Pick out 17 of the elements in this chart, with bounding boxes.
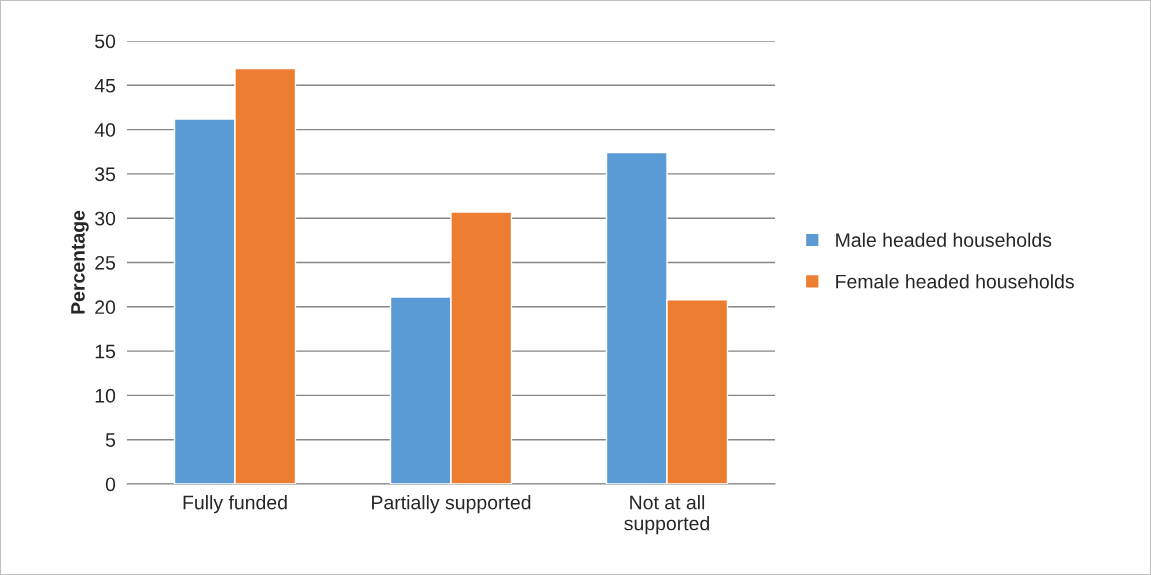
y-tick-label: 0 [105,477,116,492]
legend-label: Female headed households [836,274,1074,289]
legend-label: Male headed households [836,232,1052,247]
y-axis-title: Percentage [71,210,89,314]
x-tick-label: Not at all supported [624,495,709,535]
x-tick-label: Partially supported [372,495,531,514]
y-tick-label: 30 [95,211,116,226]
y-tick-label: 5 [105,433,116,447]
y-tick-label: 20 [95,300,116,315]
y-tick-label: 40 [94,123,116,137]
y-tick-label: 15 [95,344,116,359]
y-tick-label: 10 [95,388,116,403]
y-tick-label: 50 [95,34,116,49]
x-tick-label: Fully funded [183,495,287,514]
y-tick-label: 35 [95,167,116,182]
y-tick-label: 25 [95,255,116,270]
y-tick-label: 45 [94,78,116,93]
